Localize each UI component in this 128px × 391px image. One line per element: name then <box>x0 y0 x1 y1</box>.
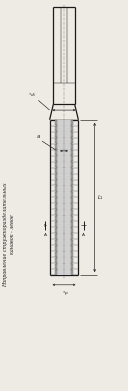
Bar <box>57 234 71 239</box>
Bar <box>55 234 57 239</box>
Text: Направление стружкоразделительных
канавок - левое: Направление стружкоразделительных канаво… <box>3 182 14 287</box>
Bar <box>57 198 71 203</box>
Bar <box>55 132 57 137</box>
Bar <box>55 210 57 215</box>
Bar <box>71 264 73 269</box>
Bar <box>55 216 57 221</box>
Bar <box>55 144 57 149</box>
Bar <box>57 222 71 227</box>
Bar <box>55 192 57 197</box>
Bar <box>57 180 71 185</box>
Bar <box>71 180 73 185</box>
Bar <box>55 269 57 274</box>
Bar <box>55 228 57 233</box>
Bar <box>55 156 57 161</box>
Bar <box>55 180 57 185</box>
Bar <box>57 156 71 161</box>
Bar <box>71 150 73 155</box>
Bar <box>71 126 73 131</box>
Bar <box>57 138 71 143</box>
Text: A: A <box>44 233 47 237</box>
Bar <box>71 198 73 203</box>
Bar <box>55 246 57 251</box>
Bar <box>71 192 73 197</box>
Bar <box>71 138 73 143</box>
Text: A: A <box>82 233 85 237</box>
Bar <box>57 126 71 131</box>
Bar <box>71 234 73 239</box>
Bar <box>71 240 73 245</box>
Bar <box>71 222 73 227</box>
Bar <box>71 258 73 263</box>
Bar <box>57 150 71 155</box>
Bar <box>55 264 57 269</box>
Bar <box>71 144 73 149</box>
Text: $*d_1$: $*d_1$ <box>28 91 37 99</box>
Bar <box>57 264 71 269</box>
Bar <box>55 120 57 125</box>
Bar <box>57 258 71 263</box>
Bar <box>57 240 71 245</box>
Text: $a$: $a$ <box>36 133 41 140</box>
Bar <box>55 126 57 131</box>
Bar <box>71 186 73 191</box>
Bar <box>57 168 71 173</box>
Bar <box>71 269 73 274</box>
Bar <box>55 252 57 256</box>
Bar <box>71 246 73 251</box>
Bar <box>57 162 71 167</box>
Bar <box>57 210 71 215</box>
Bar <box>57 144 71 149</box>
Bar <box>57 204 71 209</box>
Bar <box>57 192 71 197</box>
Bar <box>55 222 57 227</box>
Bar <box>71 120 73 125</box>
Bar <box>71 228 73 233</box>
Bar <box>55 168 57 173</box>
Bar <box>57 228 71 233</box>
Bar <box>57 120 71 125</box>
Bar <box>71 168 73 173</box>
Bar <box>71 156 73 161</box>
Text: $L_1$: $L_1$ <box>97 193 104 202</box>
Text: $*p$: $*p$ <box>62 289 69 297</box>
Bar <box>55 240 57 245</box>
Bar <box>57 252 71 256</box>
Bar <box>71 210 73 215</box>
Bar <box>71 174 73 179</box>
Bar <box>57 132 71 137</box>
Bar <box>71 132 73 137</box>
Bar <box>55 138 57 143</box>
Bar <box>57 269 71 274</box>
Bar <box>55 198 57 203</box>
Bar <box>57 246 71 251</box>
Bar <box>57 186 71 191</box>
Bar <box>71 252 73 256</box>
Bar <box>55 174 57 179</box>
Bar <box>71 216 73 221</box>
Bar <box>55 258 57 263</box>
Bar <box>71 162 73 167</box>
Bar <box>71 204 73 209</box>
Bar <box>57 216 71 221</box>
Bar <box>55 150 57 155</box>
Bar <box>55 204 57 209</box>
Bar <box>57 174 71 179</box>
Bar <box>55 162 57 167</box>
Bar <box>55 186 57 191</box>
